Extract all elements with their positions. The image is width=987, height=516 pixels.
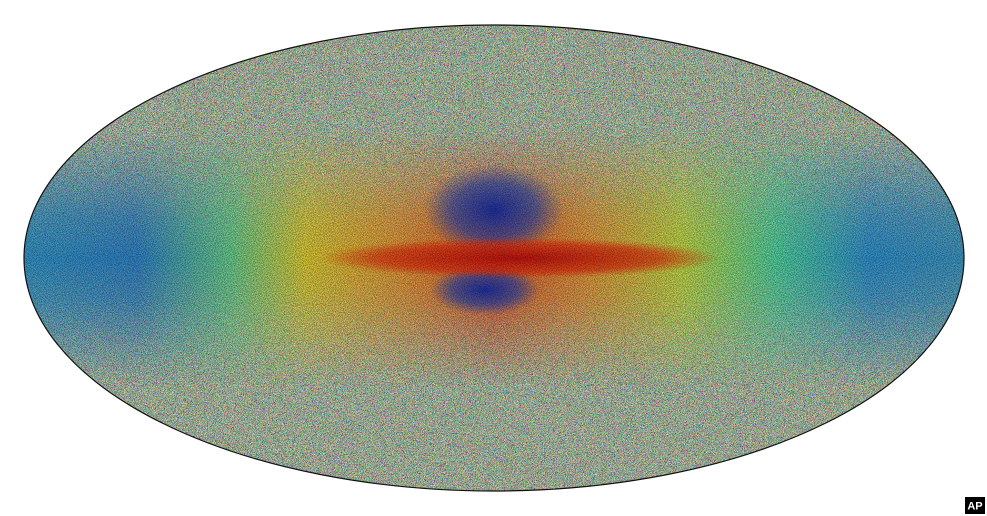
credit: AP	[967, 501, 982, 513]
logo-box	[965, 497, 985, 514]
credit-logo: AP	[965, 497, 985, 514]
sky-fill	[24, 25, 964, 491]
sky-outline	[23, 24, 965, 492]
